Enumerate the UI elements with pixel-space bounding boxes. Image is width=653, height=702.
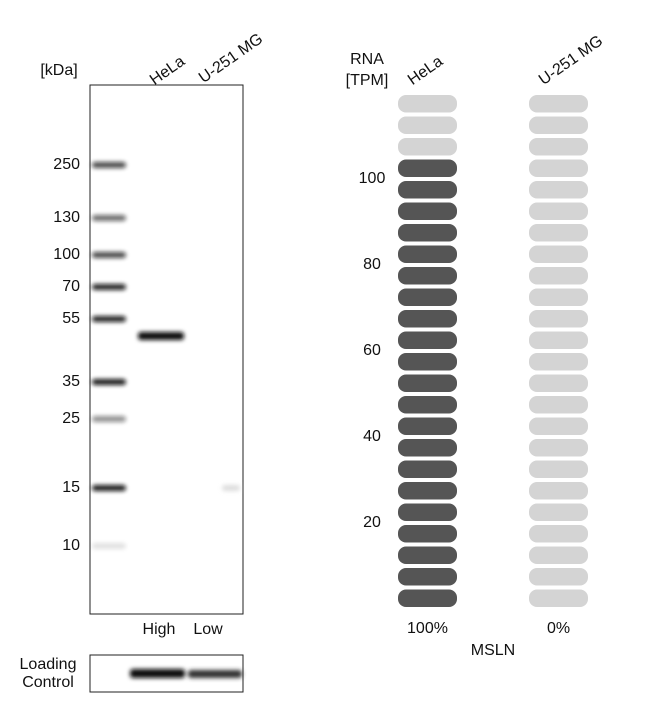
loading-label: Control	[22, 674, 74, 691]
pill	[529, 331, 588, 349]
pill	[398, 224, 457, 242]
pill	[529, 546, 588, 564]
blot-panel	[89, 84, 244, 615]
pill	[398, 482, 457, 500]
y-tick-label: 20	[363, 514, 381, 531]
pill	[529, 245, 588, 263]
pill	[398, 267, 457, 285]
pill	[529, 267, 588, 285]
pill	[529, 138, 588, 156]
pill	[398, 159, 457, 177]
marker-label: 35	[62, 373, 80, 390]
pill	[529, 116, 588, 134]
loading-label: Loading	[20, 656, 77, 673]
column-label: U-251 MG	[536, 32, 606, 88]
pill	[529, 503, 588, 521]
pill	[398, 417, 457, 435]
pill	[398, 503, 457, 521]
pill	[398, 396, 457, 414]
pill	[529, 589, 588, 607]
pill	[529, 482, 588, 500]
marker-label: 130	[53, 209, 80, 226]
pill	[398, 546, 457, 564]
pill	[529, 310, 588, 328]
pill-column	[529, 95, 588, 607]
marker-band	[92, 316, 126, 322]
marker-band	[92, 416, 126, 422]
y-label: RNA	[350, 51, 384, 68]
pill	[529, 568, 588, 586]
lane-label: HeLa	[147, 53, 188, 89]
y-tick-label: 60	[363, 342, 381, 359]
pill	[398, 331, 457, 349]
marker-label: 250	[53, 156, 80, 173]
pill	[398, 202, 457, 220]
blot-bands	[138, 332, 240, 491]
pill	[398, 374, 457, 392]
marker-label: 10	[62, 537, 80, 554]
pill	[529, 396, 588, 414]
percent-label: 100%	[407, 620, 448, 637]
pill	[398, 288, 457, 306]
pill	[398, 181, 457, 199]
y-label: [TPM]	[346, 72, 389, 89]
pill	[398, 310, 457, 328]
marker-band	[92, 215, 126, 221]
pill	[529, 460, 588, 478]
gene-label: MSLN	[471, 642, 515, 659]
pill	[529, 374, 588, 392]
pill	[529, 159, 588, 177]
marker-label: 55	[62, 310, 80, 327]
pill	[398, 525, 457, 543]
marker-band	[92, 252, 126, 258]
marker-label: 70	[62, 278, 80, 295]
pill	[398, 568, 457, 586]
pill	[529, 224, 588, 242]
pill-column	[398, 95, 457, 607]
pill	[529, 353, 588, 371]
marker-band	[92, 485, 126, 491]
pill	[529, 288, 588, 306]
pill	[398, 245, 457, 263]
unit-label: [kDa]	[40, 62, 77, 79]
pill	[529, 525, 588, 543]
y-tick-label: 100	[359, 170, 386, 187]
pill	[398, 353, 457, 371]
pill	[529, 181, 588, 199]
column-label: HeLa	[405, 53, 446, 89]
y-tick-label: 80	[363, 256, 381, 273]
pill	[529, 439, 588, 457]
pill	[398, 95, 457, 113]
marker-band	[92, 284, 126, 290]
pill	[398, 589, 457, 607]
pill	[529, 417, 588, 435]
pill	[398, 460, 457, 478]
pill	[398, 439, 457, 457]
pill	[398, 138, 457, 156]
pill	[529, 202, 588, 220]
percent-label: 0%	[547, 620, 570, 637]
marker-band	[92, 379, 126, 385]
level-label: High	[143, 621, 176, 638]
pill	[398, 116, 457, 134]
loading-bands	[130, 669, 242, 678]
pill	[529, 95, 588, 113]
level-label: Low	[193, 621, 223, 638]
y-tick-label: 40	[363, 428, 381, 445]
marker-label: 100	[53, 246, 80, 263]
marker-band	[92, 162, 126, 168]
marker-label: 25	[62, 410, 80, 427]
marker-label: 15	[62, 479, 80, 496]
lane-label: U-251 MG	[196, 30, 266, 86]
marker-band	[92, 543, 126, 549]
